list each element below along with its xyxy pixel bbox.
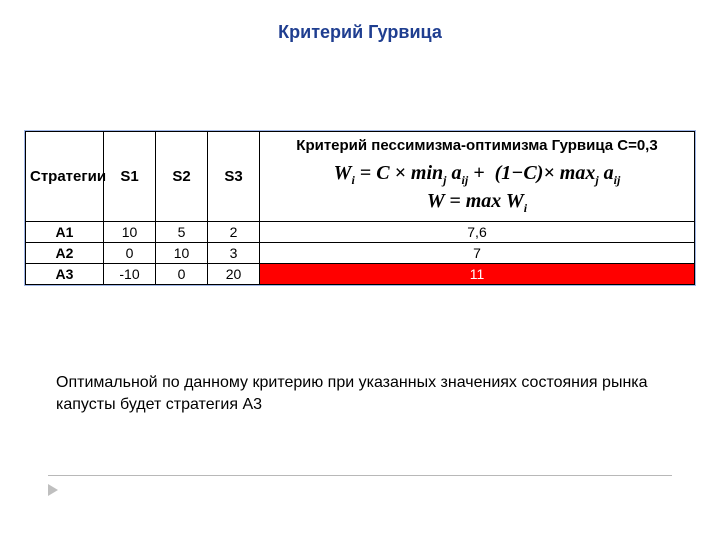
play-icon <box>48 484 58 496</box>
row-label: A2 <box>26 242 104 263</box>
cell-s1: 10 <box>104 221 156 242</box>
table-body: A1 10 5 2 7,6 A2 0 10 3 7 A3 -10 0 <box>26 221 695 284</box>
hurwicz-table: Стратегии S1 S2 S3 Критерий пессимизма-о… <box>25 131 695 285</box>
footer-rule <box>48 475 672 476</box>
cell-s1: -10 <box>104 263 156 284</box>
col-header-s1: S1 <box>104 132 156 222</box>
row-label: A3 <box>26 263 104 284</box>
cell-result: 7,6 <box>260 221 695 242</box>
cell-s3: 2 <box>208 221 260 242</box>
criterion-formula-line2: W = max Wi <box>427 190 527 212</box>
col-header-strategy: Стратегии <box>26 132 104 222</box>
table-row: A2 0 10 3 7 <box>26 242 695 263</box>
cell-s2: 10 <box>156 242 208 263</box>
table-row: A1 10 5 2 7,6 <box>26 221 695 242</box>
slide: Критерий Гурвица Стратегии S1 S2 S3 Крит… <box>0 0 720 540</box>
cell-s1: 0 <box>104 242 156 263</box>
conclusion-text: Оптимальной по данному критерию при указ… <box>56 372 666 415</box>
cell-result: 7 <box>260 242 695 263</box>
row-label: A1 <box>26 221 104 242</box>
col-header-criterion: Критерий пессимизма-оптимизма Гурвица C=… <box>260 132 695 222</box>
page-title: Критерий Гурвица <box>0 22 720 43</box>
col-header-s2: S2 <box>156 132 208 222</box>
cell-s2: 0 <box>156 263 208 284</box>
table-row: A3 -10 0 20 11 <box>26 263 695 284</box>
criterion-formula-line1: Wi = C × minj aij + (1−C)× maxj aij <box>334 162 621 184</box>
criterion-title: Критерий пессимизма-оптимизма Гурвица C=… <box>264 136 690 156</box>
cell-s2: 5 <box>156 221 208 242</box>
cell-s3: 20 <box>208 263 260 284</box>
table-header-row: Стратегии S1 S2 S3 Критерий пессимизма-о… <box>26 132 695 222</box>
hurwicz-table-container: Стратегии S1 S2 S3 Критерий пессимизма-о… <box>24 130 696 286</box>
cell-result-highlight: 11 <box>260 263 695 284</box>
col-header-s3: S3 <box>208 132 260 222</box>
cell-s3: 3 <box>208 242 260 263</box>
